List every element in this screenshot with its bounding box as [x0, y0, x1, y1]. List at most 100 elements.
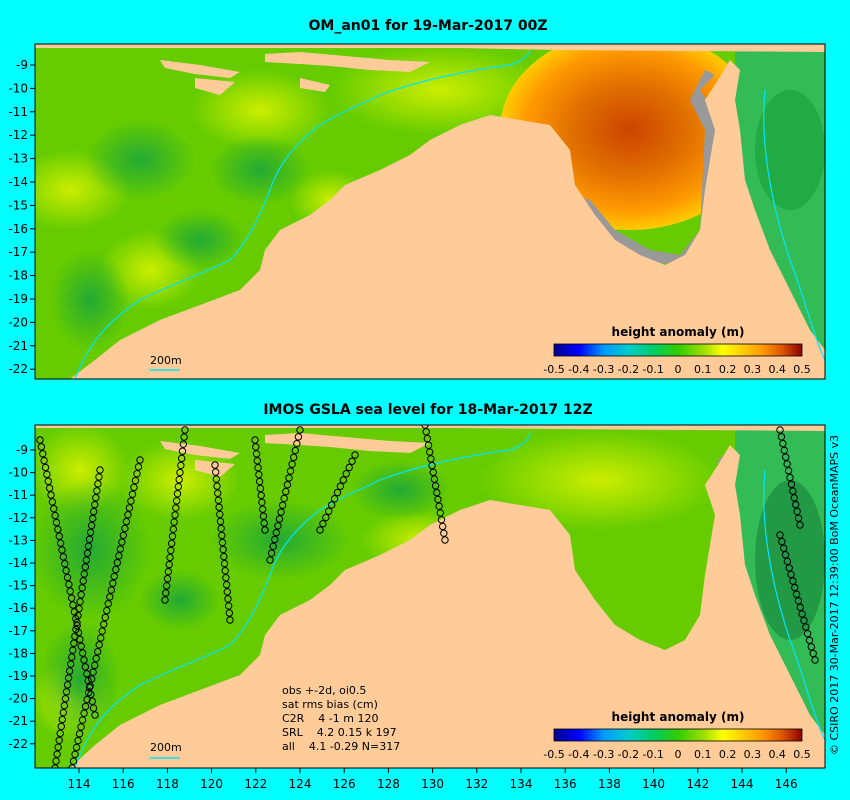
bottom-colorbar-tick-label: 0.2	[719, 748, 737, 761]
top-y-label: -9	[16, 58, 28, 72]
bottom-y-label: -14	[8, 556, 28, 570]
altimetry-observation	[56, 539, 65, 547]
altimetry-observation	[351, 451, 359, 459]
top-panel-title: OM_an01 for 19-Mar-2017 00Z	[309, 18, 548, 34]
top-y-label: -19	[8, 292, 28, 306]
bottom-colorbar-tick-label: -0.5	[543, 748, 564, 761]
altimetry-observation	[345, 463, 353, 472]
altimetry-observation	[124, 511, 132, 519]
altimetry-observation	[101, 613, 109, 622]
altimetry-observation	[342, 470, 350, 478]
altimetry-observation	[218, 531, 226, 540]
altimetry-observation	[39, 450, 47, 458]
altimetry-observation	[72, 625, 80, 634]
altimetry-observation	[267, 549, 276, 557]
x-label: 122	[244, 777, 267, 791]
bottom-y-label: -20	[8, 692, 28, 706]
altimetry-observation	[73, 621, 81, 630]
altimetry-observation	[56, 729, 64, 738]
top-y-label: -11	[8, 105, 28, 119]
top-y-label: -21	[8, 339, 28, 353]
altimetry-observation	[89, 704, 98, 712]
altimetry-observation	[348, 457, 356, 465]
altimetry-observation	[118, 538, 126, 546]
altimetry-observation	[214, 496, 223, 504]
altimetry-observation	[71, 750, 79, 759]
altimetry-observation	[170, 518, 178, 526]
top-colorbar: height anomaly (m) -0.5 -0.4 -0.3 -0.2 -0.1 0…	[543, 325, 810, 376]
altimetry-observation	[81, 702, 90, 711]
top-colorbar-tick-label: -0.3	[593, 363, 614, 376]
top-y-label: -18	[8, 269, 28, 283]
x-label: 130	[421, 777, 444, 791]
altimetry-observation	[115, 552, 123, 560]
altimetry-observation	[110, 572, 119, 581]
x-label: 118	[156, 777, 179, 791]
altimetry-observation	[73, 618, 81, 627]
top-colorbar-tick-label: 0.4	[768, 363, 786, 376]
bottom-map: obs +-2d, oi0.5 sat rms bias (cm) C2R 4 …	[35, 425, 825, 768]
bottom-colorbar-tick-label: -0.3	[593, 748, 614, 761]
altimetry-observation	[330, 495, 339, 503]
altimetry-observation	[288, 460, 296, 468]
altimetry-observation	[289, 453, 298, 462]
altimetry-observation	[161, 596, 169, 604]
altimetry-observation	[423, 434, 432, 443]
altimetry-observation	[40, 456, 48, 465]
altimetry-observation	[787, 570, 795, 579]
altimetry-observation	[57, 722, 65, 731]
x-label: 132	[465, 777, 488, 791]
altimetry-observation	[271, 535, 279, 544]
x-label: 120	[200, 777, 223, 791]
altimetry-observation	[422, 428, 430, 436]
stats-line-5: all 4.1 -0.29 N=317	[282, 740, 400, 753]
altimetry-observation	[52, 757, 60, 765]
altimetry-observation	[165, 560, 173, 569]
altimetry-observation	[81, 663, 90, 671]
altimetry-observation	[336, 482, 345, 490]
altimetry-observation	[803, 629, 812, 638]
altimetry-observation	[293, 439, 301, 448]
bottom-map-frame	[34, 424, 826, 769]
top-contour-label: 200m	[150, 354, 182, 367]
bottom-y-label: -9	[16, 443, 28, 457]
bottom-colorbar-tick-label: -0.2	[618, 748, 639, 761]
top-colorbar-tick-label: -0.1	[642, 363, 663, 376]
x-label: 140	[642, 777, 665, 791]
altimetry-observation	[55, 736, 63, 744]
altimetry-observation	[283, 481, 292, 489]
altimetry-observation	[84, 689, 93, 697]
altimetry-observation	[90, 507, 98, 516]
altimetry-observation	[440, 529, 448, 537]
altimetry-observation	[260, 519, 268, 527]
stats-line-1: obs +-2d, oi0.5	[282, 684, 366, 697]
altimetry-observation	[277, 508, 285, 516]
top-colorbar-tick-label: 0.1	[694, 363, 712, 376]
altimetry-observation	[180, 433, 188, 441]
altimetry-observation	[215, 503, 223, 511]
altimetry-observation	[131, 476, 140, 485]
altimetry-observation	[89, 668, 97, 676]
altimetry-observation	[791, 583, 799, 592]
altimetry-observation	[84, 542, 93, 550]
altimetry-observation	[67, 594, 76, 602]
altimetry-observation	[41, 463, 50, 472]
bottom-colorbar: height anomaly (m) -0.5 -0.4 -0.3 -0.2 -0.1 0…	[543, 710, 810, 761]
top-y-label: -16	[8, 222, 28, 236]
altimetry-observation	[58, 546, 66, 554]
altimetry-observation	[61, 694, 70, 703]
altimetry-observation	[173, 490, 182, 498]
x-label: 116	[112, 777, 135, 791]
altimetry-observation	[125, 504, 134, 512]
altimetry-observation	[90, 661, 99, 670]
altimetry-observation	[780, 446, 788, 455]
x-label: 128	[377, 777, 400, 791]
altimetry-observation	[37, 443, 46, 451]
altimetry-observation	[95, 473, 103, 481]
top-y-label: -17	[8, 245, 28, 259]
altimetry-observation	[77, 591, 85, 599]
altimetry-observation	[431, 482, 440, 490]
altimetry-observation	[176, 468, 184, 477]
altimetry-observation	[122, 517, 131, 526]
altimetry-observation	[776, 531, 784, 539]
